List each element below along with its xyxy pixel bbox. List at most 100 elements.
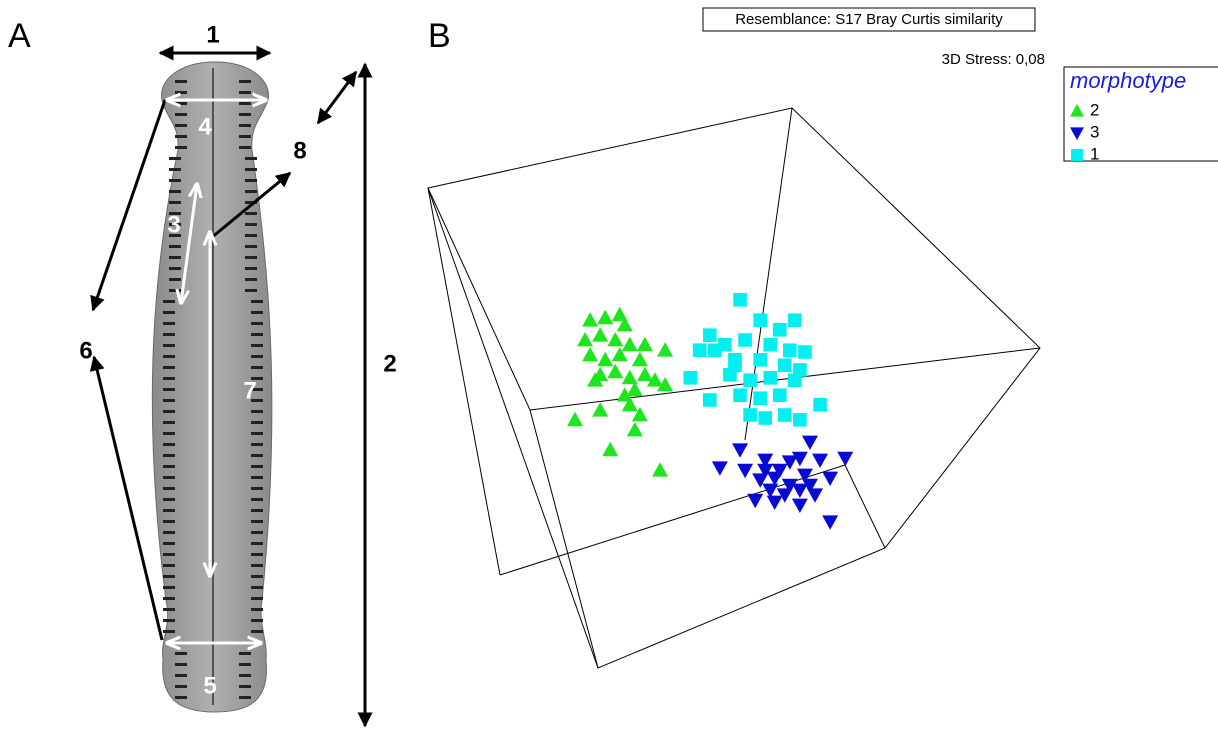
legend-label: 1 [1090,144,1099,163]
stria [245,289,257,292]
point [747,494,763,508]
point [767,496,783,510]
point [802,436,818,450]
stria [239,685,251,688]
point [582,312,598,326]
stria [245,234,257,237]
stria [163,443,175,446]
stria [163,498,175,501]
stria [175,124,187,127]
stria [245,179,257,182]
stria [169,278,181,281]
stria [251,476,263,479]
stria [251,564,263,567]
stria [251,311,263,314]
point [622,337,638,351]
stria [169,157,181,160]
point [708,343,722,357]
stria [163,322,175,325]
stria [239,146,251,149]
stria [251,421,263,424]
stria [169,256,181,259]
stria [163,454,175,457]
legend-swatch [1071,149,1083,161]
point [788,313,802,327]
point [732,443,748,457]
stria [163,399,175,402]
stria [175,663,187,666]
stria [251,487,263,490]
stria [163,311,175,314]
stria [169,179,181,182]
stria [169,245,181,248]
point [607,332,623,346]
stria [251,465,263,468]
stria [163,421,175,424]
stria [175,696,187,699]
stria [175,135,187,138]
point [683,371,697,385]
stria [251,520,263,523]
stria [251,443,263,446]
stria [251,553,263,556]
stria [163,608,175,611]
point [773,323,787,337]
point [637,367,653,381]
point [813,398,827,412]
stria [245,223,257,226]
point [737,464,753,478]
point [758,411,772,425]
point [798,345,812,359]
stria [239,91,251,94]
stria [251,509,263,512]
stria [175,146,187,149]
stria [245,267,257,270]
point [652,462,668,476]
stria [239,674,251,677]
stria [163,542,175,545]
stria [175,685,187,688]
stria [251,322,263,325]
point [622,370,638,384]
point [657,342,673,356]
legend-label: 3 [1090,122,1099,141]
stria [239,124,251,127]
measure-label: 2 [383,350,396,377]
stria [163,300,175,303]
stria [163,553,175,556]
measure-label: 1 [206,21,219,48]
point [582,347,598,361]
stria [163,333,175,336]
stria [251,410,263,413]
stria [169,267,181,270]
stria [245,256,257,259]
stria [163,465,175,468]
stria [175,652,187,655]
stria [245,168,257,171]
point [712,461,728,475]
stria [163,531,175,534]
stria [251,608,263,611]
stria [169,168,181,171]
stria [251,597,263,600]
point [753,391,767,405]
legend-label: 2 [1090,100,1099,119]
stria [239,113,251,116]
point [763,338,777,352]
point [637,337,653,351]
stria [251,586,263,589]
point [812,454,828,468]
stria [239,696,251,699]
stria [239,102,251,105]
stria [169,201,181,204]
point [577,332,593,346]
point [738,333,752,347]
point [733,293,747,307]
measure-label: 5 [203,672,216,699]
stria [163,575,175,578]
stria [163,630,175,633]
point [753,313,767,327]
stria [163,377,175,380]
stria [245,190,257,193]
stria [239,80,251,83]
